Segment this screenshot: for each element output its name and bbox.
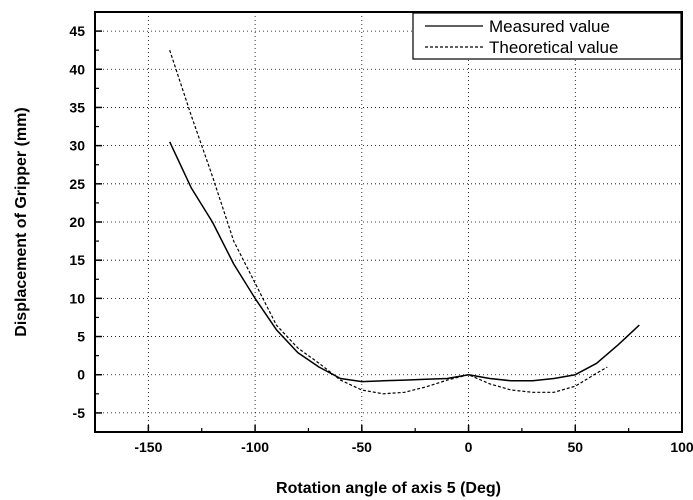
y-axis-title: Displacement of Gripper (mm): [13, 107, 30, 336]
x-axis-title: Rotation angle of axis 5 (Deg): [276, 480, 501, 497]
y-tick-label: 20: [69, 214, 85, 230]
x-tick-label: 50: [567, 439, 583, 455]
series-line-theoretical: [169, 50, 608, 395]
x-tick-label: 100: [670, 439, 693, 455]
y-tick-label: 5: [77, 329, 85, 345]
y-tick-label: 35: [69, 99, 85, 115]
legend-box: [412, 12, 682, 60]
y-tick-label: 0: [77, 367, 85, 383]
y-tick-label: 25: [69, 176, 85, 192]
y-tick-label: 10: [69, 290, 85, 306]
y-tick-label: 40: [69, 61, 85, 77]
series-layer: [169, 50, 640, 395]
y-tick-label: 30: [69, 138, 85, 154]
x-tick-label: -50: [352, 439, 372, 455]
legend: Measured value Theoretical value: [412, 12, 682, 60]
legend-label-measured: Measured value: [489, 17, 610, 36]
x-tick-label: -150: [134, 439, 162, 455]
series-line-measured: [169, 141, 640, 383]
y-tick-label: 15: [69, 252, 85, 268]
legend-label-theoretical: Theoretical value: [489, 38, 618, 57]
x-tick-label: -100: [241, 439, 269, 455]
y-tick-label: -5: [73, 405, 86, 421]
y-tick-label: 45: [69, 23, 85, 39]
x-tick-label: 0: [465, 439, 473, 455]
